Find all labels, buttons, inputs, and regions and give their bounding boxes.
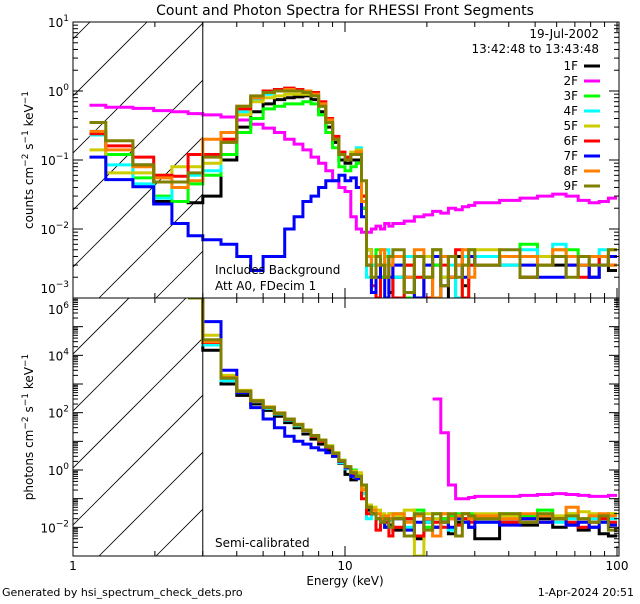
hatch-line <box>73 394 203 526</box>
legend-item-3F: 3F <box>563 89 600 103</box>
photons-y-axis-label: photons cm−2 s−1 keV−1 <box>21 354 36 500</box>
hatch-line <box>73 298 187 412</box>
y-tick-label-photons: 10−2 <box>40 519 69 535</box>
legend-label: 2F <box>563 74 578 88</box>
hatch-line <box>73 22 203 154</box>
hatch-line <box>73 79 203 211</box>
legend-item-1F: 1F <box>563 59 600 73</box>
legend-date: 19-Jul-2002 <box>529 27 599 41</box>
legend-item-8F: 8F <box>563 164 600 178</box>
y-tick-label-photons: 102 <box>48 405 69 421</box>
hatch-line <box>0 298 15 556</box>
annotation-semi-calibrated: Semi-calibrated <box>215 536 310 550</box>
y-tick-label-photons: 100 <box>48 462 69 478</box>
hatch-line <box>98 193 203 298</box>
series-6F-photons <box>188 298 617 538</box>
hatch-line <box>98 451 203 556</box>
y-tick-label-photons: 104 <box>48 347 69 363</box>
series-9F-counts <box>89 89 617 294</box>
y-tick-label-photons: 106 <box>48 301 69 317</box>
tick-marks <box>72 21 619 557</box>
series-1F-photons <box>188 298 617 541</box>
chart-title: Count and Photon Spectra for RHESSI Fron… <box>156 3 534 19</box>
legend-item-4F: 4F <box>563 104 600 118</box>
y-tick-label-counts: 10−2 <box>40 221 69 237</box>
hatch-line <box>73 337 203 469</box>
footer-timestamp: 1-Apr-2024 20:51 <box>538 586 634 599</box>
x-tick-label-100: 100 <box>606 559 629 573</box>
series-2F-photons <box>432 397 617 501</box>
legend-item-2F: 2F <box>563 74 600 88</box>
hatch-line <box>73 22 148 97</box>
counts-y-axis-label: counts cm−2 s−1 keV−1 <box>21 91 36 229</box>
hatch-line <box>0 298 72 556</box>
series-8F-photons <box>188 298 617 538</box>
hatch-line <box>155 250 203 298</box>
legend-label: 5F <box>563 119 578 133</box>
series-9F-photons <box>188 298 617 538</box>
photons-series <box>188 298 617 556</box>
hatch-line <box>155 508 203 556</box>
legend-item-7F: 7F <box>563 149 600 163</box>
legend-label: 1F <box>563 59 578 73</box>
x-tick-label-1: 1 <box>69 559 77 573</box>
annotation-background: Includes Background <box>215 263 340 277</box>
below-threshold-hatch <box>0 22 203 556</box>
y-tick-label-counts: 10−3 <box>40 280 69 296</box>
legend-label: 4F <box>563 104 578 118</box>
y-tick-label-counts: 10−1 <box>40 152 69 168</box>
y-tick-labels: 101 100 10−1 10−2 10−3 106 104 102 100 10−2 <box>40 14 69 535</box>
hatch-line <box>73 136 203 268</box>
annotation-attenuator: Att A0, FDecim 1 <box>215 279 316 293</box>
series-2F-counts <box>89 103 617 234</box>
legend-label: 9F <box>563 179 578 193</box>
counts-series <box>89 86 617 298</box>
footer-generated-by: Generated by hsi_spectrum_check_dets.pro <box>2 586 243 599</box>
legend-item-5F: 5F <box>563 119 600 133</box>
x-axis-label: Energy (keV) <box>306 574 383 588</box>
legend-label: 8F <box>563 164 578 178</box>
legend-label: 6F <box>563 134 578 148</box>
legend-time-range: 13:42:48 to 13:43:48 <box>472 42 599 56</box>
y-tick-label-counts: 100 <box>48 83 69 99</box>
legend-item-6F: 6F <box>563 134 600 148</box>
x-tick-label-10: 10 <box>337 559 352 573</box>
legend-label: 3F <box>563 89 578 103</box>
legend-label: 7F <box>563 149 578 163</box>
hatch-line <box>73 298 130 355</box>
legend-item-9F: 9F <box>563 179 600 193</box>
y-tick-label-counts: 101 <box>48 14 69 30</box>
